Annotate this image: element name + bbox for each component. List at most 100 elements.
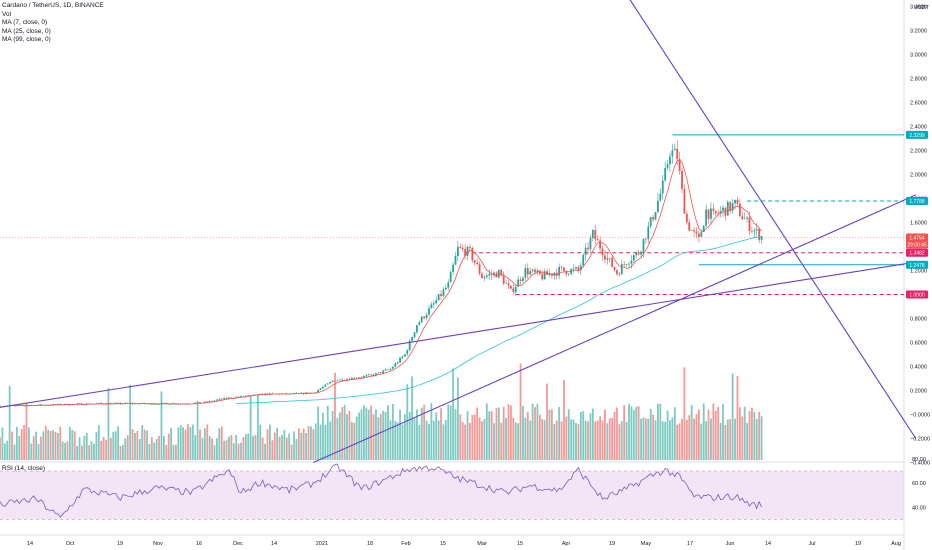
candle-body [652, 217, 655, 220]
volume-bar [59, 426, 62, 460]
volume-bar [206, 424, 209, 460]
candle-body [618, 274, 621, 275]
candle-body [416, 325, 418, 333]
volume-bar [497, 407, 500, 460]
volume-bar [700, 423, 703, 460]
level-lines-layer [0, 134, 904, 295]
candle-body [500, 269, 503, 276]
candle-body [401, 356, 404, 358]
volume-bar [382, 410, 385, 460]
price-tick-label: 1.6000 [910, 221, 927, 227]
candle-body [659, 193, 662, 201]
volume-bar [160, 391, 163, 460]
candle-body [218, 398, 221, 400]
candle-body [358, 377, 360, 379]
volume-bar [666, 410, 669, 460]
volume-bar [591, 408, 594, 460]
volume-bar [575, 422, 577, 460]
volume-bar [647, 418, 650, 460]
volume-bar [6, 440, 9, 460]
volume-bar [529, 420, 532, 460]
trendline [0, 261, 916, 408]
candle-body [705, 209, 708, 226]
volume-bar [447, 404, 450, 460]
volume-bar [717, 406, 720, 460]
candle-body [582, 255, 585, 266]
volume-bar [191, 424, 194, 460]
axis-layer: 3.4000 3.2000 3.0000 2.8000 2.6000 2.4000 2.20… [27, 5, 930, 548]
volume-bar [695, 414, 698, 460]
volume-bar [134, 432, 136, 460]
rsi-legend[interactable]: RSI (14, close) [2, 465, 45, 472]
volume-bar [452, 368, 454, 460]
time-tick-label: 14 [27, 541, 33, 547]
candle-body [105, 404, 107, 405]
candle-body [519, 279, 522, 282]
volume-bar [216, 438, 218, 460]
volume-bar [379, 413, 382, 460]
volume-bar [584, 420, 587, 460]
candle-body [729, 201, 732, 211]
volume-bar [35, 431, 38, 460]
candle-body [235, 396, 238, 399]
candle-body [671, 150, 674, 157]
volume-bar [555, 420, 558, 460]
candle-body [76, 403, 79, 405]
volume-bar [42, 431, 45, 460]
volume-bar [85, 432, 88, 460]
candle-body [223, 397, 226, 400]
legend-ma25[interactable]: MA (25, close, 0) [2, 27, 51, 35]
legend-title[interactable]: Cardano / TetherUS, 1D, BINANCE [2, 2, 104, 9]
volume-bar [408, 412, 411, 460]
volume-bar [538, 414, 541, 460]
candle-body [466, 246, 469, 256]
time-tick-label: 14 [765, 541, 771, 547]
volume-bar [664, 421, 667, 460]
price-tag [906, 290, 928, 299]
legend-ma7[interactable]: MA (7, close, 0) [2, 19, 48, 26]
candle-body [430, 304, 433, 309]
candle-body [25, 405, 28, 407]
volume-bar [548, 409, 551, 460]
legend-vol[interactable]: Vol [2, 10, 12, 18]
candle-body [726, 201, 729, 216]
volume-bar [558, 407, 561, 460]
volume-bar [391, 404, 394, 460]
candle-body [529, 271, 532, 275]
volume-bar [52, 430, 54, 460]
time-tick-label: 15 [440, 541, 446, 547]
candle-body [341, 379, 344, 381]
volume-bar [350, 421, 353, 460]
legend-ma99[interactable]: MA (99, close, 0) [2, 36, 51, 43]
candle-body [707, 209, 710, 219]
volume-bar [90, 441, 93, 460]
rsi-line [0, 463, 762, 518]
volume-bar [471, 414, 474, 460]
volume-bar [23, 425, 25, 460]
volume-bar [657, 403, 659, 460]
volume-bar [377, 417, 380, 460]
candle-body [158, 404, 160, 405]
volume-bar [652, 414, 655, 460]
volume-bar [331, 411, 334, 460]
candle-body [437, 294, 440, 301]
candle-body [13, 405, 16, 407]
volume-bar [288, 433, 291, 460]
candle-body [678, 159, 681, 171]
time-tick-label: 19 [855, 541, 861, 547]
volume-bar [748, 411, 751, 460]
volume-bar [738, 407, 741, 460]
volume-bar [240, 442, 242, 460]
candle-body [712, 208, 715, 211]
volume-bar [693, 418, 695, 460]
volume-bar [420, 407, 423, 460]
price-tag [906, 248, 928, 257]
candle-body [40, 404, 42, 406]
candle-body [338, 379, 341, 381]
candle-body [435, 300, 438, 304]
candle-body [387, 369, 389, 371]
volume-bar [355, 416, 358, 460]
volume-bar [685, 419, 688, 460]
